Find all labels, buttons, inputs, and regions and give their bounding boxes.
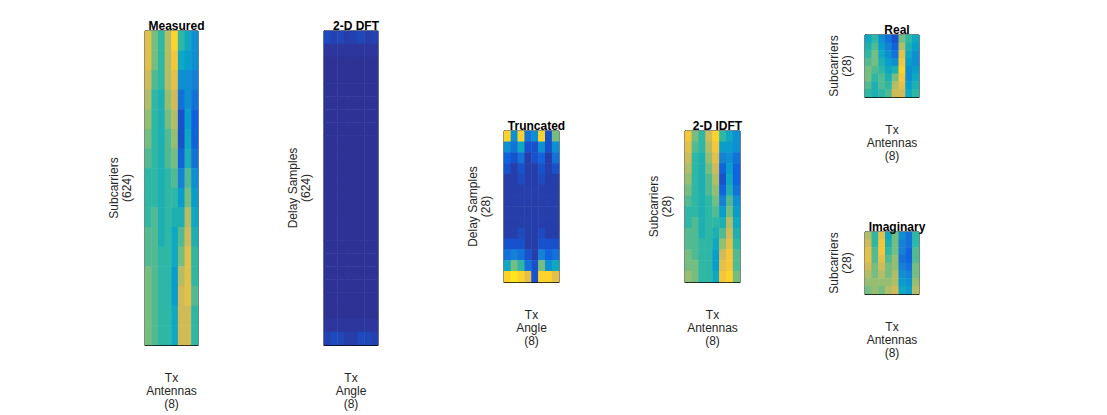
svg-text:Subcarriers: Subcarriers bbox=[647, 176, 661, 237]
svg-text:Tx: Tx bbox=[344, 371, 357, 385]
svg-text:Imaginary: Imaginary bbox=[869, 220, 926, 234]
svg-text:Antennas: Antennas bbox=[867, 136, 918, 150]
svg-text:(28): (28) bbox=[840, 55, 854, 76]
svg-text:(8): (8) bbox=[705, 334, 720, 348]
svg-text:Antennas: Antennas bbox=[146, 384, 197, 398]
svg-text:(8): (8) bbox=[164, 397, 179, 411]
svg-text:Subcarriers: Subcarriers bbox=[827, 35, 841, 96]
svg-text:Tx: Tx bbox=[165, 371, 178, 385]
svg-text:2-D DFT: 2-D DFT bbox=[333, 19, 380, 33]
svg-text:(8): (8) bbox=[344, 397, 359, 411]
svg-text:(624): (624) bbox=[299, 174, 313, 202]
svg-text:(28): (28) bbox=[840, 252, 854, 273]
svg-text:Antennas: Antennas bbox=[687, 321, 738, 335]
svg-text:Measured: Measured bbox=[148, 19, 204, 33]
svg-text:(8): (8) bbox=[885, 346, 900, 360]
svg-text:Subcarriers: Subcarriers bbox=[107, 157, 121, 218]
svg-text:Tx: Tx bbox=[885, 320, 898, 334]
svg-text:Tx: Tx bbox=[885, 123, 898, 137]
svg-text:2-D IDFT: 2-D IDFT bbox=[693, 119, 743, 133]
svg-text:Tx: Tx bbox=[706, 308, 719, 322]
svg-text:Angle: Angle bbox=[516, 321, 547, 335]
svg-text:(8): (8) bbox=[885, 149, 900, 163]
svg-text:(624): (624) bbox=[120, 174, 134, 202]
svg-text:Angle: Angle bbox=[336, 384, 367, 398]
svg-text:Delay Samples: Delay Samples bbox=[466, 166, 480, 247]
svg-text:Subcarriers: Subcarriers bbox=[827, 232, 841, 293]
svg-text:(8): (8) bbox=[524, 334, 539, 348]
svg-text:Truncated: Truncated bbox=[508, 119, 565, 133]
svg-text:Delay Samples: Delay Samples bbox=[286, 148, 300, 229]
svg-text:(28): (28) bbox=[479, 196, 493, 217]
svg-text:Tx: Tx bbox=[525, 308, 538, 322]
svg-text:Real: Real bbox=[884, 23, 909, 37]
svg-text:Antennas: Antennas bbox=[867, 333, 918, 347]
svg-text:(28): (28) bbox=[660, 196, 674, 217]
